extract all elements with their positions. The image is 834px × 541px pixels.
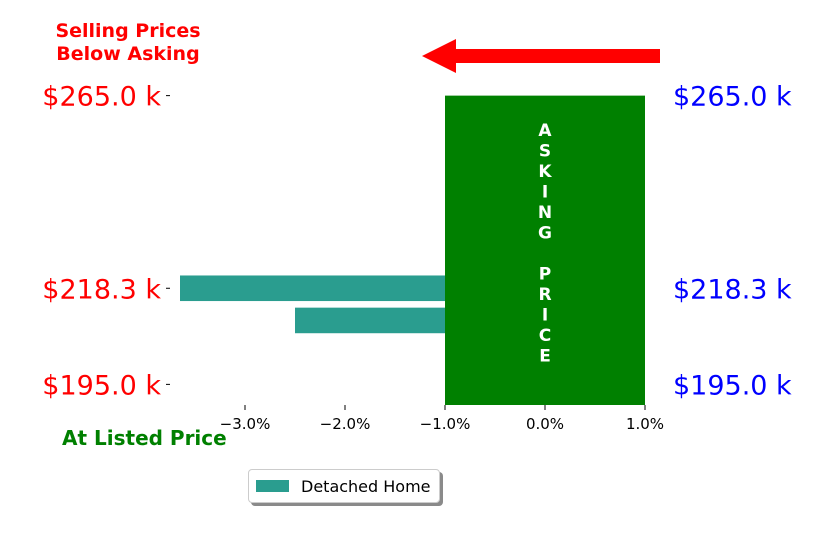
left-arrow [422,39,660,73]
left-arrow-shape [422,39,660,73]
asking-letter-11: E [539,347,551,367]
x-tick-label-2: −1.0% [420,415,471,433]
x-tick-label-3: 0.0% [526,415,564,433]
x-tick-label-4: 1.0% [626,415,664,433]
asking-letter-9: I [542,306,548,326]
y-axis: $195.0 k $195.0 k $218.3 k $218.3 k $265.0 k… [42,82,792,402]
asking-price-block [445,95,645,405]
y-tick-label-right-0: $195.0 k [673,370,792,401]
x-tick-label-1: −2.0% [320,415,371,433]
at-listed-price-label: At Listed Price [62,426,227,450]
below-asking-line-2: Below Asking [56,43,200,65]
y-tick-label-left-2: $265.0 k [42,82,161,113]
y-tick-label-right-2: $265.0 k [673,82,792,113]
asking-letter-2: K [538,162,552,182]
asking-letter-5: G [538,224,552,244]
chart-legend: Detached Home [248,469,440,503]
x-axis: −3.0% −2.0% −1.0% 0.0% 1.0% [220,405,664,433]
asking-letter-7: P [539,265,551,285]
y-tick-label-left-1: $218.3 k [42,274,161,305]
legend-swatch [256,480,289,492]
asking-letter-10: C [539,326,551,346]
asking-letter-4: N [538,203,552,223]
x-tick-label-0: −3.0% [220,415,271,433]
asking-letter-1: S [539,142,551,162]
below-asking-annotation: Selling Prices Below Asking [40,20,216,66]
below-asking-line-1: Selling Prices [55,20,201,42]
legend-label: Detached Home [301,476,431,496]
y-tick-label-right-1: $218.3 k [673,274,792,305]
y-tick-label-left-0: $195.0 k [42,370,161,401]
asking-letter-3: I [542,183,548,203]
asking-letter-0: A [538,121,552,141]
asking-letter-8: R [538,285,551,305]
